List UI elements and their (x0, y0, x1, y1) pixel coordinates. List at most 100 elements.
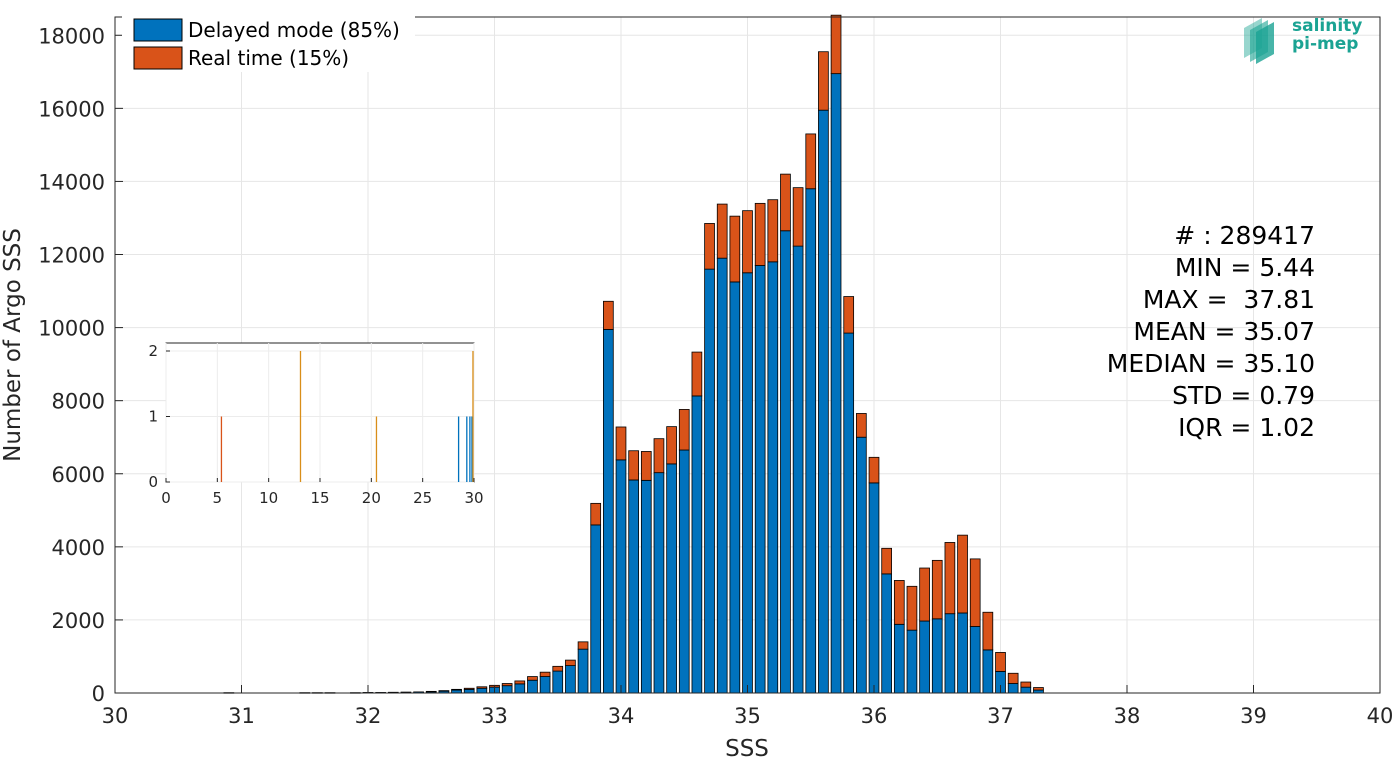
bar-delayed-mode (754, 265, 766, 694)
bar-real-time (438, 690, 450, 692)
inset-grid-lines (165, 343, 475, 483)
bar-delayed-mode (527, 679, 538, 694)
y-tick-label: 2000 (52, 609, 105, 633)
x-tick-label: 38 (1114, 704, 1141, 728)
bar-real-time (780, 173, 791, 232)
bar-real-time (425, 690, 437, 693)
bar-delayed-mode (944, 613, 956, 694)
bar-delayed-mode (969, 626, 981, 694)
bar-delayed-mode (628, 479, 639, 694)
bar-delayed-mode (514, 683, 526, 694)
bar-real-time (881, 547, 892, 575)
bar-real-time (893, 580, 905, 625)
bar-real-time (539, 671, 551, 677)
stat-median: MEDIAN = 35.10 (1107, 349, 1315, 378)
inset-x-tick-label: 15 (310, 489, 329, 507)
bar-real-time (830, 14, 842, 75)
bar-real-time (742, 210, 753, 274)
x-axis-label: SSS (725, 736, 769, 758)
bar-real-time (919, 567, 930, 622)
bar-real-time (476, 686, 488, 689)
y-tick-label: 14000 (38, 170, 105, 194)
inset-y-tick-label: 2 (148, 342, 158, 360)
x-tick-label: 34 (608, 704, 635, 728)
bar-real-time (868, 456, 880, 484)
bar-delayed-mode (590, 524, 602, 694)
bar-delayed-mode (982, 649, 994, 694)
bar-real-time (590, 502, 602, 526)
stat-mean: MEAN = 35.07 (1133, 317, 1315, 346)
bar-real-time (704, 223, 715, 270)
bar-real-time (792, 187, 804, 247)
bar-delayed-mode (716, 257, 728, 694)
bar-delayed-mode (906, 629, 918, 694)
bar-real-time (552, 665, 564, 672)
bar-delayed-mode (1007, 683, 1019, 694)
inset-y-tick-label: 0 (148, 473, 158, 491)
x-tick-label: 35 (734, 704, 761, 728)
bar-real-time (451, 688, 462, 691)
bar-real-time (716, 203, 728, 259)
bar-real-time (603, 300, 614, 330)
bar-delayed-mode (539, 676, 551, 694)
bar-real-time (995, 652, 1006, 672)
inset-x-tick-label: 10 (259, 489, 278, 507)
inset-y-tick-label: 1 (148, 408, 158, 426)
bar-real-time (640, 451, 652, 481)
bar-delayed-mode (729, 281, 741, 694)
bar-delayed-mode (881, 573, 892, 694)
legend-swatch-delayed (133, 18, 183, 42)
y-tick-label: 18000 (38, 24, 105, 48)
bar-real-time (565, 659, 576, 666)
y-axis-label: Number of Argo SSS (0, 228, 26, 462)
bar-real-time (982, 611, 994, 651)
bar-delayed-mode (640, 479, 652, 694)
bar-delayed-mode (843, 332, 855, 694)
bar-real-time (1007, 672, 1019, 684)
bar-real-time (514, 680, 526, 685)
x-tick-label: 40 (1367, 704, 1393, 728)
bar-real-time (767, 199, 779, 263)
x-tick-label: 30 (102, 704, 129, 728)
bar-delayed-mode (678, 449, 690, 694)
bar-real-time (856, 413, 867, 438)
bar-delayed-mode (931, 618, 943, 694)
bar-delayed-mode (856, 436, 867, 694)
stat-max: MAX = 37.81 (1143, 285, 1315, 314)
bar-delayed-mode (666, 463, 677, 694)
bar-delayed-mode (615, 459, 627, 694)
inset-x-tick-label: 20 (362, 489, 381, 507)
bar-delayed-mode (653, 472, 665, 694)
stat-std: STD = 0.79 (1172, 381, 1315, 410)
x-tick-label: 32 (355, 704, 382, 728)
x-tick-label: 39 (1240, 704, 1267, 728)
stat-min: MIN = 5.44 (1175, 253, 1315, 282)
y-ticks: 0 2000 4000 6000 8000 10000 12000 14000 16000 180… (38, 24, 123, 706)
bar-delayed-mode (830, 73, 842, 694)
bar-real-time (818, 51, 829, 111)
bar-real-time (729, 215, 741, 283)
logo-mark-icon (1244, 18, 1274, 64)
inset-y-ticks: 0 1 2 (148, 342, 170, 491)
legend: Delayed mode (85%) Real time (15%) (122, 12, 415, 72)
x-tick-label: 33 (481, 704, 508, 728)
bar-real-time (615, 426, 627, 461)
bar-delayed-mode (742, 272, 753, 694)
x-ticks: 30 31 32 33 34 35 36 37 38 39 40 (102, 685, 1393, 728)
stat-iqr: IQR = 1.02 (1178, 413, 1315, 442)
bar-real-time (969, 558, 981, 627)
inset-x-tick-label: 0 (161, 489, 171, 507)
bar-delayed-mode (780, 230, 791, 694)
bar-real-time (1020, 681, 1032, 688)
logo-text-pi-mep: pi-mep (1292, 34, 1359, 54)
inset-x-tick-label: 25 (413, 489, 432, 507)
y-tick-label: 6000 (52, 463, 105, 487)
bar-real-time (906, 585, 918, 631)
salinity-pi-mep-logo: salinity pi-mep (1240, 14, 1380, 64)
bar-real-time (931, 559, 943, 620)
bar-delayed-mode (463, 688, 475, 694)
bar-real-time (944, 542, 956, 615)
bar-delayed-mode (868, 482, 880, 694)
bar-real-time (666, 426, 677, 465)
